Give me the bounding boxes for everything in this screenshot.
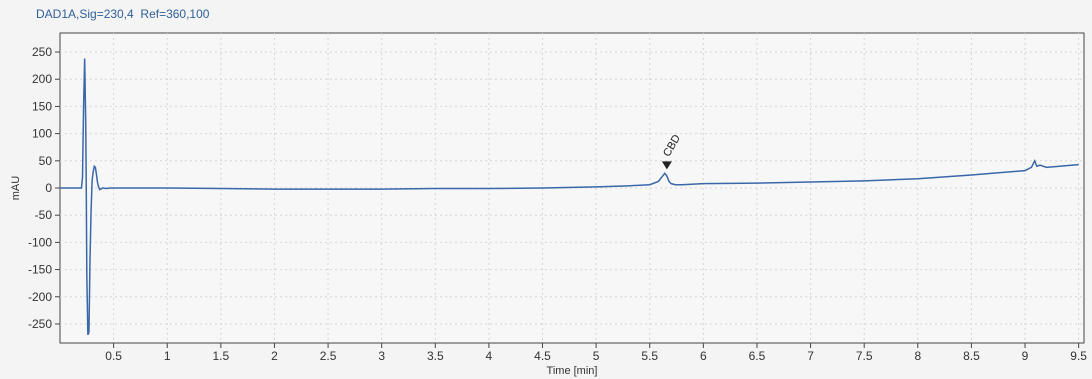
- y-tick-label: 200: [32, 72, 52, 86]
- x-tick-label: 5.5: [641, 349, 658, 363]
- x-tick-label: 8.5: [963, 349, 980, 363]
- y-tick-label: 150: [32, 99, 52, 113]
- x-tick-label: 7.5: [856, 349, 873, 363]
- x-tick-label: 1: [164, 349, 171, 363]
- x-tick-label: 2.5: [320, 349, 337, 363]
- x-tick-label: 1.5: [212, 349, 229, 363]
- chart-title: DAD1A,Sig=230,4 Ref=360,100: [36, 7, 210, 21]
- y-tick-label: 100: [32, 127, 52, 141]
- x-tick-label: 5: [593, 349, 600, 363]
- y-tick-label: -50: [35, 208, 53, 222]
- y-tick-label: -150: [28, 263, 52, 277]
- y-tick-label: 0: [45, 181, 52, 195]
- x-tick-label: 6: [700, 349, 707, 363]
- y-tick-label: 250: [32, 45, 52, 59]
- x-tick-label: 4.5: [534, 349, 551, 363]
- x-tick-label: 7: [807, 349, 814, 363]
- y-tick-label: -250: [28, 317, 52, 331]
- x-tick-label: 3.5: [427, 349, 444, 363]
- x-tick-label: 9.5: [1070, 349, 1087, 363]
- y-tick-label: -100: [28, 235, 52, 249]
- y-tick-label: 50: [39, 154, 53, 168]
- y-tick-label: -200: [28, 290, 52, 304]
- x-tick-label: 9: [1022, 349, 1029, 363]
- x-axis-label: Time [min]: [547, 365, 598, 377]
- x-tick-label: 4: [486, 349, 493, 363]
- x-axis: 0.5 1 1.5 2 2.5 3 3.5 4 4.5 5 5.5 6 6.5 7 7.5 8 8.5 9 9.5: [105, 343, 1087, 363]
- x-tick-label: 0.5: [105, 349, 122, 363]
- x-tick-label: 6.5: [749, 349, 766, 363]
- x-tick-label: 3: [378, 349, 385, 363]
- x-tick-label: 8: [914, 349, 921, 363]
- peak-marker: [661, 161, 672, 170]
- signal-trace: [60, 58, 1079, 336]
- y-axis-label: mAU: [10, 176, 22, 201]
- x-tick-label: 2: [271, 349, 278, 363]
- y-axis: 250 200 150 100 50 0 -50 -100 -150 -200 -250: [28, 45, 60, 331]
